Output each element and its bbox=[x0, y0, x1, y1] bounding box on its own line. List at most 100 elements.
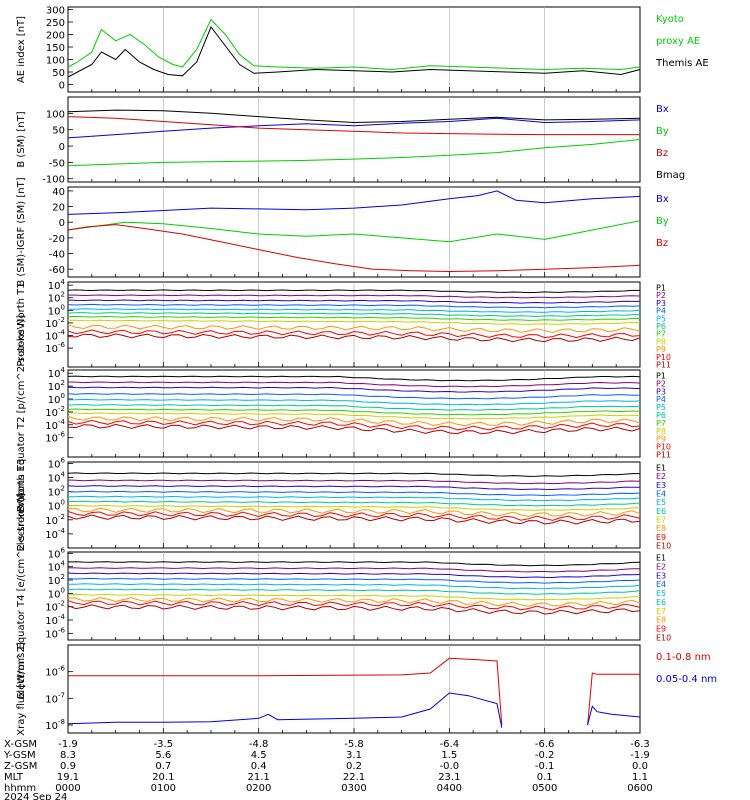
y-tick-label: 0 bbox=[59, 142, 65, 153]
energy-channel-line bbox=[68, 308, 641, 313]
x-tick-label: 0600 bbox=[627, 783, 652, 794]
legend-entry: E2 bbox=[656, 562, 666, 571]
series-line bbox=[67, 139, 641, 167]
energy-channel-line bbox=[67, 561, 641, 567]
legend-entry: P1 bbox=[656, 284, 666, 293]
series-line bbox=[587, 705, 641, 726]
energy-channel-line bbox=[67, 472, 640, 477]
legend-entry: E1 bbox=[656, 464, 666, 473]
energy-channel-line bbox=[67, 315, 640, 321]
energy-channel-line bbox=[67, 495, 641, 502]
legend-entry: P5 bbox=[656, 403, 666, 412]
legend-entry: Bx bbox=[656, 194, 669, 205]
energy-channel-line bbox=[67, 299, 640, 304]
legend-entry: Bz bbox=[656, 148, 668, 159]
energy-channel-line bbox=[67, 381, 641, 388]
y-tick-label: 10-6 bbox=[45, 341, 65, 355]
y-tick-label: 10-4 bbox=[45, 418, 65, 432]
y-axis-label: Electrons Equator T4 [e/(cm^2-s-sr-keV)] bbox=[16, 493, 27, 699]
y-tick-label: -20 bbox=[49, 234, 65, 245]
x-tick-label: 0.4 bbox=[251, 761, 267, 772]
energy-channel-line bbox=[67, 485, 641, 491]
legend-entry: Kyoto bbox=[656, 14, 684, 25]
y-axis-label: Electrons North T3 bbox=[16, 458, 27, 551]
energy-channel-line bbox=[67, 398, 641, 406]
y-tick-label: 150 bbox=[46, 43, 65, 54]
energy-channel-line bbox=[67, 567, 641, 573]
y-tick-label: 100 bbox=[48, 499, 65, 513]
x-tick-label: 1.1 bbox=[632, 772, 648, 783]
legend-entry: P1 bbox=[656, 372, 666, 381]
y-tick-label: 20 bbox=[52, 203, 65, 214]
y-tick-label: 100 bbox=[48, 586, 65, 600]
y-tick-label: 102 bbox=[48, 379, 65, 393]
legend-entry: E6 bbox=[656, 507, 666, 516]
x-tick-label: -6.6 bbox=[535, 739, 555, 750]
energy-channel-line bbox=[67, 329, 641, 339]
x-tick-label: -1.9 bbox=[630, 750, 650, 761]
x-tick-label: -5.8 bbox=[344, 739, 364, 750]
legend-entry: P4 bbox=[656, 307, 666, 316]
legend-entry: P8 bbox=[656, 337, 666, 346]
y-tick-label: 50 bbox=[52, 68, 65, 79]
series-line bbox=[67, 109, 641, 124]
energy-channel-line bbox=[67, 604, 641, 615]
legend-entry: P5 bbox=[656, 314, 666, 323]
legend-entry: P3 bbox=[656, 387, 666, 396]
x-tick-label: -6.4 bbox=[440, 739, 460, 750]
legend-entry: P4 bbox=[656, 395, 666, 404]
y-tick-label: 10-8 bbox=[45, 718, 65, 732]
legend-entry: E7 bbox=[656, 516, 666, 525]
energy-channel-line bbox=[67, 386, 641, 393]
x-tick-label: 0400 bbox=[437, 783, 462, 794]
y-tick-label: 104 bbox=[48, 471, 66, 485]
energy-channel-line bbox=[67, 423, 641, 435]
energy-channel-line bbox=[68, 412, 641, 420]
y-tick-label: 104 bbox=[48, 278, 66, 292]
x-tick-label: -0.2 bbox=[535, 750, 555, 761]
energy-channel-line bbox=[67, 333, 641, 343]
energy-channel-line bbox=[67, 324, 641, 334]
legend-entry: proxy AE bbox=[656, 36, 700, 47]
y-tick-label: 0 bbox=[59, 81, 65, 92]
x-tick-label: 8.3 bbox=[60, 750, 76, 761]
y-tick-label: 10-2 bbox=[45, 600, 65, 614]
legend-entry: E3 bbox=[656, 481, 666, 490]
energy-channel-line bbox=[67, 289, 640, 294]
y-tick-label: 10-6 bbox=[45, 626, 65, 640]
energy-channel-line bbox=[67, 408, 641, 416]
legend-entry: P7 bbox=[656, 419, 666, 428]
y-tick-label: 10-2 bbox=[45, 316, 65, 330]
legend-entry: E7 bbox=[656, 607, 666, 616]
legend-entry: P11 bbox=[656, 361, 671, 370]
y-tick-label: 100 bbox=[48, 392, 65, 406]
legend-entry: Bx bbox=[656, 104, 669, 115]
series-line bbox=[587, 672, 640, 726]
y-tick-label: 10-2 bbox=[45, 513, 65, 527]
y-tick-label: 10-4 bbox=[45, 329, 65, 343]
energy-channel-line bbox=[67, 375, 641, 382]
x-tick-label: -0.1 bbox=[535, 761, 555, 772]
series-line bbox=[67, 117, 641, 139]
energy-channel-line bbox=[67, 479, 641, 485]
legend-entry: Bmag bbox=[656, 170, 685, 181]
y-tick-label: -50 bbox=[49, 158, 65, 169]
y-tick-label: -100 bbox=[42, 175, 65, 186]
y-axis-label: Xray flux [W/m^2] bbox=[16, 642, 27, 736]
energy-channel-line bbox=[67, 415, 641, 427]
legend-entry: P8 bbox=[656, 427, 666, 436]
legend-entry: P11 bbox=[656, 451, 671, 460]
legend-entry: P10 bbox=[656, 443, 671, 452]
energy-channel-line bbox=[67, 510, 641, 521]
energy-channel-line bbox=[68, 583, 641, 590]
x-tick-label: 0100 bbox=[151, 783, 176, 794]
legend-entry: E8 bbox=[656, 616, 666, 625]
energy-channel-line bbox=[68, 597, 641, 607]
legend-entry: E4 bbox=[656, 580, 666, 589]
x-tick-label: 20.1 bbox=[152, 772, 174, 783]
y-axis-label: Protons North T1 bbox=[16, 282, 27, 366]
energy-channel-line bbox=[67, 312, 641, 317]
energy-channel-line bbox=[67, 588, 641, 595]
legend-entry: Themis AE bbox=[655, 58, 709, 69]
